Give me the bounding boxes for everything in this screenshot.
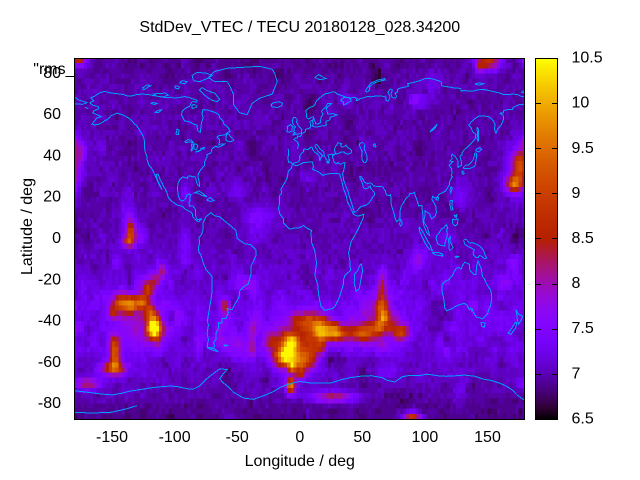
svg-text:9.5: 9.5 [572, 140, 594, 157]
svg-text:100: 100 [412, 429, 439, 446]
svg-text:Longitude / deg: Longitude / deg [245, 453, 355, 470]
svg-text:-50: -50 [226, 429, 249, 446]
svg-text:20: 20 [43, 189, 61, 206]
svg-text:40: 40 [43, 148, 61, 165]
svg-text:7: 7 [572, 365, 581, 382]
svg-text:-60: -60 [38, 354, 61, 371]
svg-text:9: 9 [572, 185, 581, 202]
svg-text:8.5: 8.5 [572, 230, 594, 247]
svg-text:8: 8 [572, 275, 581, 292]
svg-text:7.5: 7.5 [572, 320, 594, 337]
svg-text:150: 150 [474, 429, 501, 446]
svg-text:6.5: 6.5 [572, 411, 594, 428]
svg-text:80: 80 [43, 65, 61, 82]
svg-text:-150: -150 [96, 429, 128, 446]
svg-text:10: 10 [572, 95, 590, 112]
svg-text:60: 60 [43, 106, 61, 123]
svg-text:Latitude / deg: Latitude / deg [19, 178, 36, 275]
svg-text:50: 50 [353, 429, 371, 446]
svg-text:-20: -20 [38, 271, 61, 288]
svg-text:0: 0 [52, 230, 61, 247]
svg-text:StdDev_VTEC / TECU 20180128_02: StdDev_VTEC / TECU 20180128_028.34200 [139, 19, 460, 36]
svg-text:"rms_: "rms_ [33, 61, 75, 78]
svg-text:-100: -100 [159, 429, 191, 446]
svg-text:-40: -40 [38, 313, 61, 330]
svg-text:0: 0 [295, 429, 304, 446]
svg-text:10.5: 10.5 [572, 50, 603, 67]
svg-text:-80: -80 [38, 395, 61, 412]
